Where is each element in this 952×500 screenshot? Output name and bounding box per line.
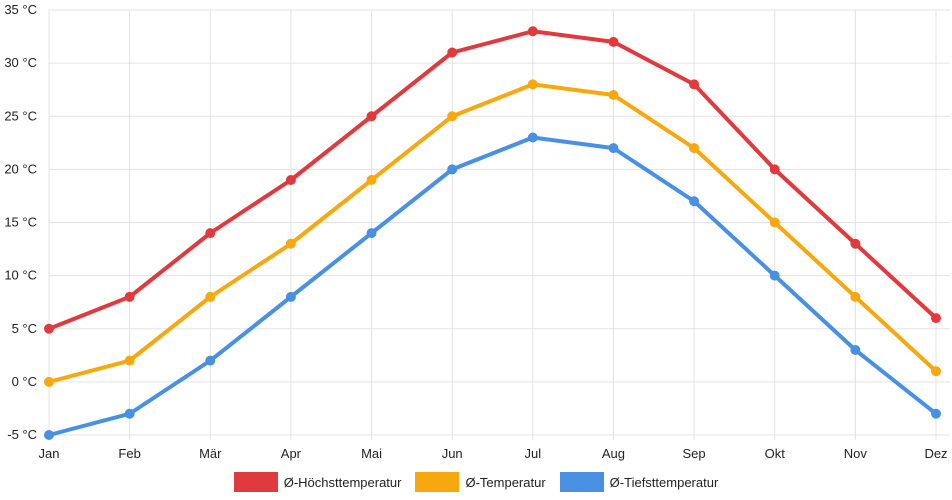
x-tick-label: Sep bbox=[683, 446, 706, 461]
x-tick-label: Okt bbox=[765, 446, 786, 461]
y-tick-label: 20 °C bbox=[4, 161, 37, 176]
y-tick-label: 5 °C bbox=[12, 321, 37, 336]
y-tick-label: 15 °C bbox=[4, 215, 37, 230]
y-tick-label: 10 °C bbox=[4, 268, 37, 283]
x-tick-label: Aug bbox=[602, 446, 625, 461]
data-point[interactable] bbox=[285, 238, 296, 249]
data-point[interactable] bbox=[366, 228, 377, 239]
data-point[interactable] bbox=[689, 79, 700, 90]
data-point[interactable] bbox=[366, 111, 377, 122]
legend-item-mean[interactable]: Ø-Temperatur bbox=[415, 472, 546, 492]
series-line-1 bbox=[47, 82, 938, 384]
legend-item-max[interactable]: Ø-Höchsttemperatur bbox=[233, 472, 402, 492]
data-point[interactable] bbox=[205, 291, 216, 302]
data-point[interactable] bbox=[689, 143, 700, 154]
y-tick-label: -5 °C bbox=[7, 427, 37, 442]
data-point[interactable] bbox=[931, 313, 941, 324]
data-point[interactable] bbox=[769, 164, 780, 175]
data-point[interactable] bbox=[769, 217, 780, 228]
x-tick-label: Jul bbox=[525, 446, 542, 461]
legend-label-min: Ø-Tiefsttemperatur bbox=[609, 474, 719, 490]
data-point[interactable] bbox=[44, 430, 54, 440]
x-tick-label: Feb bbox=[118, 446, 140, 461]
x-tick-label: Mai bbox=[361, 446, 382, 461]
x-tick-label: Mär bbox=[199, 446, 222, 461]
chart-canvas: 35 °C 30 °C 25 °C 20 °C 15 °C 10 °C 5 °C 0 °C -5… bbox=[4, 2, 950, 461]
series-1 bbox=[44, 79, 941, 387]
data-point[interactable] bbox=[124, 291, 135, 302]
x-axis-ticks: Jan Feb Mär Apr Mai Jun Jul Aug Sep Okt Nov Dez bbox=[39, 446, 948, 461]
data-point[interactable] bbox=[285, 291, 296, 302]
x-tick-label: Jun bbox=[442, 446, 463, 461]
legend-item-min[interactable]: Ø-Tiefsttemperatur bbox=[559, 472, 719, 492]
legend-swatch-max bbox=[233, 472, 278, 492]
series-lines bbox=[44, 26, 941, 440]
data-point[interactable] bbox=[608, 143, 619, 154]
series-0 bbox=[44, 26, 941, 334]
y-tick-label: 25 °C bbox=[4, 108, 37, 123]
legend: Ø-Höchsttemperatur Ø-Temperatur Ø-Tiefst… bbox=[0, 472, 952, 492]
data-point[interactable] bbox=[527, 132, 538, 143]
legend-swatch-mean bbox=[415, 472, 460, 492]
data-point[interactable] bbox=[205, 228, 216, 239]
legend-swatch-min bbox=[559, 472, 604, 492]
y-tick-label: 0 °C bbox=[12, 374, 37, 389]
series-line-2 bbox=[47, 135, 938, 437]
data-point[interactable] bbox=[447, 47, 458, 58]
data-point[interactable] bbox=[608, 36, 619, 47]
x-tick-label: Apr bbox=[281, 446, 302, 461]
x-tick-label: Nov bbox=[844, 446, 868, 461]
legend-label-max: Ø-Höchsttemperatur bbox=[283, 474, 402, 490]
data-point[interactable] bbox=[689, 196, 700, 207]
legend-label-mean: Ø-Temperatur bbox=[465, 474, 546, 490]
data-point[interactable] bbox=[850, 238, 861, 249]
data-point[interactable] bbox=[124, 408, 135, 419]
data-point[interactable] bbox=[850, 345, 861, 355]
data-point[interactable] bbox=[769, 270, 780, 281]
data-point[interactable] bbox=[205, 355, 216, 366]
data-point[interactable] bbox=[285, 175, 296, 185]
data-point[interactable] bbox=[931, 366, 941, 377]
data-point[interactable] bbox=[124, 355, 135, 366]
data-point[interactable] bbox=[527, 79, 538, 90]
data-point[interactable] bbox=[366, 175, 377, 185]
series-2 bbox=[44, 132, 941, 440]
data-point[interactable] bbox=[44, 323, 54, 334]
series-line-0 bbox=[47, 29, 938, 331]
y-axis-ticks: 35 °C 30 °C 25 °C 20 °C 15 °C 10 °C 5 °C 0 °C -5… bbox=[4, 2, 37, 442]
y-tick-label: 30 °C bbox=[4, 55, 37, 70]
x-tick-label: Dez bbox=[924, 446, 947, 461]
x-tick-label: Jan bbox=[39, 446, 60, 461]
y-tick-label: 35 °C bbox=[4, 2, 37, 17]
grid-lines bbox=[48, 9, 950, 440]
data-point[interactable] bbox=[44, 376, 54, 387]
data-point[interactable] bbox=[447, 164, 458, 175]
data-point[interactable] bbox=[608, 90, 619, 100]
data-point[interactable] bbox=[850, 291, 861, 302]
data-point[interactable] bbox=[447, 111, 458, 122]
data-point[interactable] bbox=[527, 26, 538, 37]
data-point[interactable] bbox=[931, 408, 941, 419]
